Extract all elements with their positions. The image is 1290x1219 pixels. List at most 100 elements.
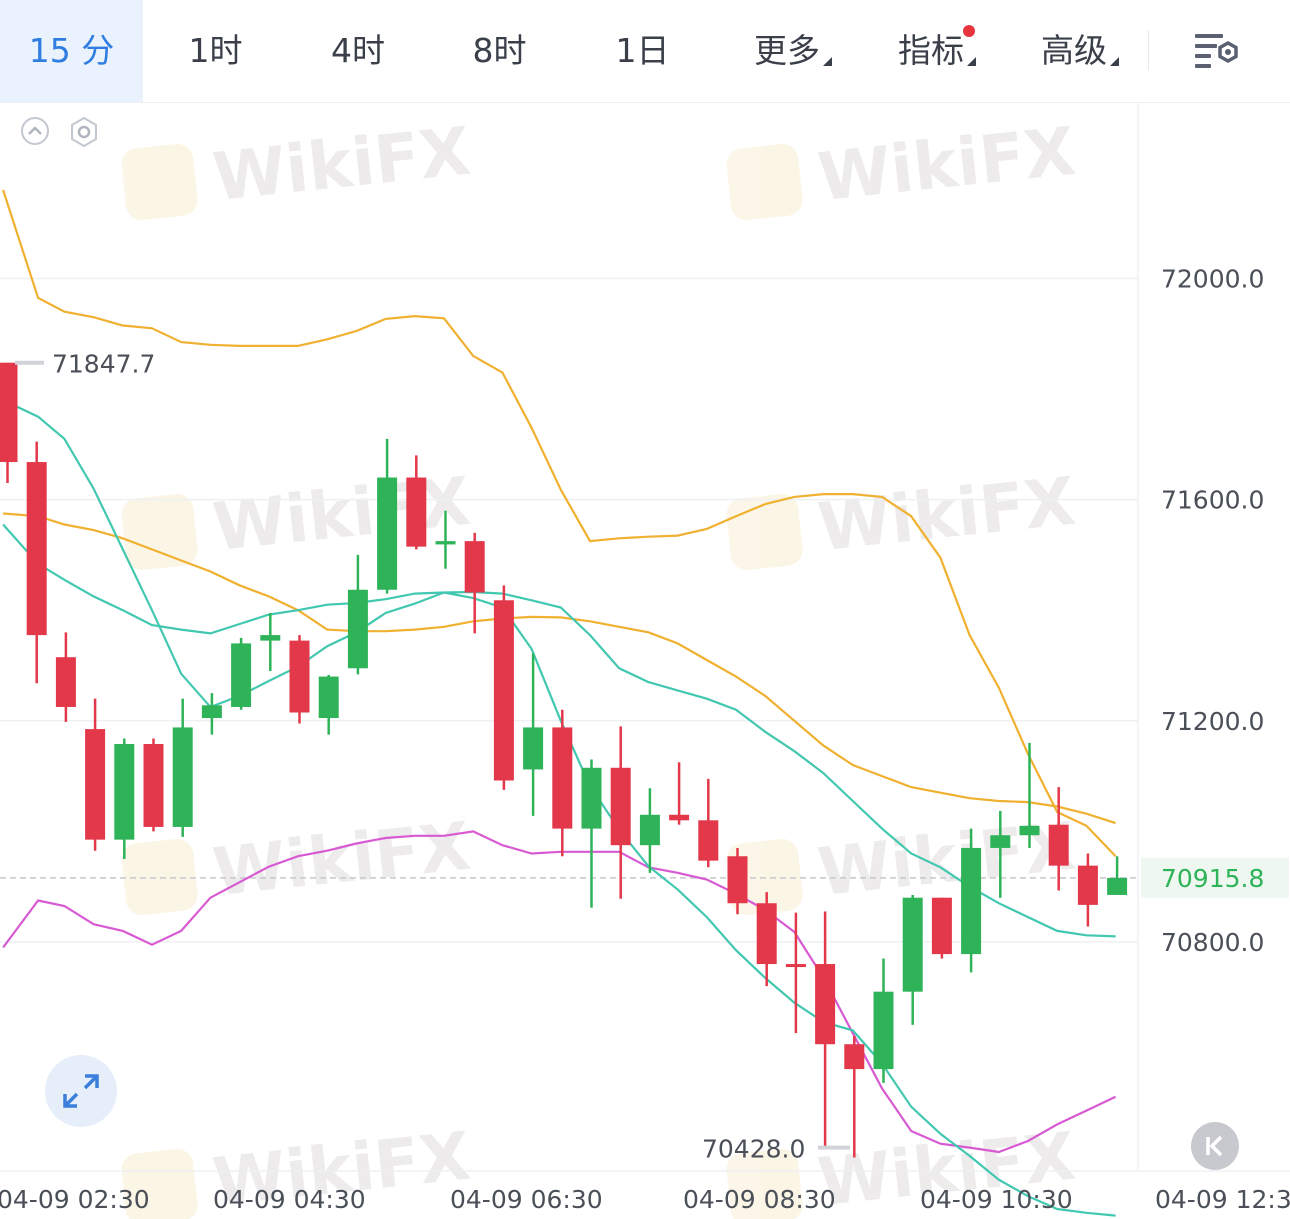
candle-body (552, 727, 573, 829)
tab-label: 1日 (615, 31, 670, 70)
tab-label: 8时 (472, 31, 527, 70)
expand-arrows-icon (63, 1074, 99, 1108)
tab-indicators[interactable]: 指标 (872, 0, 1002, 102)
toolbar-divider (1148, 30, 1149, 70)
candle-body (114, 744, 135, 840)
candle-body (669, 814, 690, 821)
tab-label: 4时 (331, 31, 385, 70)
candle-body (289, 640, 310, 713)
low-price-label: 70428.0 (702, 1135, 805, 1164)
candle-body (55, 657, 76, 707)
candle-body (406, 477, 427, 547)
tab-1d[interactable]: 1日 (571, 0, 714, 102)
tab-more[interactable]: 更多 (728, 0, 858, 102)
candle-body (464, 541, 485, 593)
high-price-label: 71847.7 (52, 350, 155, 379)
candle-body (1077, 865, 1098, 905)
indicator-line (3, 512, 1116, 825)
x-tick-label: 04-09 10:30 (920, 1185, 1073, 1214)
x-tick-label: 04-09 08:30 (683, 1185, 836, 1214)
current-price-label: 70915.8 (1161, 864, 1264, 893)
fullscreen-button[interactable] (45, 1055, 117, 1127)
x-tick-label: 04-09 04:30 (213, 1185, 366, 1214)
x-tick-label: 04-09 02:30 (0, 1185, 150, 1214)
jump-to-latest-icon (1206, 1135, 1223, 1157)
collapse-button[interactable] (20, 116, 50, 146)
candle-body (990, 835, 1011, 848)
tab-label: 指标 (898, 31, 964, 70)
dropdown-caret-icon (1110, 57, 1119, 66)
candle-body (902, 897, 923, 992)
candle-body (143, 744, 164, 827)
y-tick-label: 71600.0 (1161, 486, 1264, 515)
chevron-up-circle-icon (21, 117, 49, 145)
candle-body (1107, 877, 1128, 895)
x-tick-label: 04-09 12:30 (1155, 1185, 1290, 1214)
candle-body (377, 477, 398, 590)
candle-body (26, 462, 47, 636)
candle-body (727, 856, 748, 904)
svg-text:WikiFX: WikiFX (814, 808, 1079, 912)
candle-body (85, 729, 106, 840)
candle-body (493, 600, 514, 781)
tab-4h[interactable]: 4时 (288, 0, 428, 102)
candle-body (172, 727, 193, 827)
svg-text:WikiFX: WikiFX (209, 808, 474, 912)
watermark: WikiFX (726, 113, 1079, 221)
candle-body (785, 964, 806, 968)
indicator-line (2, 399, 1116, 1217)
tab-1h[interactable]: 1时 (143, 0, 288, 102)
tab-label: 15 分 (28, 31, 115, 70)
candle-body (698, 820, 719, 861)
candle-body (873, 991, 894, 1070)
candle-body (347, 589, 368, 669)
candle-body (1048, 824, 1069, 866)
notification-dot (963, 25, 975, 37)
candle-body (318, 676, 339, 719)
candle-body (844, 1044, 865, 1070)
indicator-settings-button[interactable] (68, 116, 100, 148)
candle-body (435, 541, 456, 545)
watermark: WikiFX (121, 113, 474, 221)
candle-body (523, 727, 544, 770)
candle-body (201, 705, 222, 719)
tab-label: 更多 (754, 31, 820, 70)
watermark: WikiFX (726, 808, 1079, 916)
y-tick-label: 72000.0 (1161, 265, 1264, 294)
tab-label: 高级 (1041, 31, 1107, 70)
y-tick-label: 71200.0 (1161, 707, 1264, 736)
svg-text:WikiFX: WikiFX (814, 113, 1079, 217)
indicator-line (2, 189, 1117, 857)
candle-body (756, 903, 777, 965)
hexagon-settings-icon (71, 116, 97, 148)
x-tick-label: 04-09 06:30 (450, 1185, 603, 1214)
tab-label: 1时 (188, 31, 243, 70)
svg-text:WikiFX: WikiFX (209, 113, 474, 217)
chart-settings-icon (1195, 34, 1238, 68)
current-price-box (1141, 857, 1289, 898)
dropdown-caret-icon (823, 57, 832, 66)
y-tick-label: 70800.0 (1161, 928, 1264, 957)
dropdown-caret-icon (967, 57, 976, 66)
candle-body (961, 847, 982, 955)
jump-to-latest-button[interactable] (1191, 1122, 1239, 1170)
candle-body (0, 362, 18, 463)
candle-body (581, 767, 602, 829)
candle-body (639, 814, 660, 846)
candle-body (260, 635, 281, 641)
indicator-line (2, 830, 1117, 1154)
svg-text:WikiFX: WikiFX (209, 463, 474, 567)
tab-15min[interactable]: 15 分 (0, 0, 143, 102)
tab-advanced[interactable]: 高级 (1015, 0, 1145, 102)
chart-settings-button[interactable] (1192, 28, 1242, 74)
indicator-line (2, 523, 1116, 938)
candle-body (815, 964, 836, 1045)
candle-body (231, 643, 252, 707)
candle-body (1019, 825, 1040, 836)
tab-8h[interactable]: 8时 (428, 0, 571, 102)
candle-body (931, 897, 952, 955)
candle-body (610, 767, 631, 846)
svg-text:WikiFX: WikiFX (814, 463, 1079, 567)
timeframe-toolbar: 15 分 1时 4时 8时 1日 更多 指标 高级 (0, 0, 1290, 103)
